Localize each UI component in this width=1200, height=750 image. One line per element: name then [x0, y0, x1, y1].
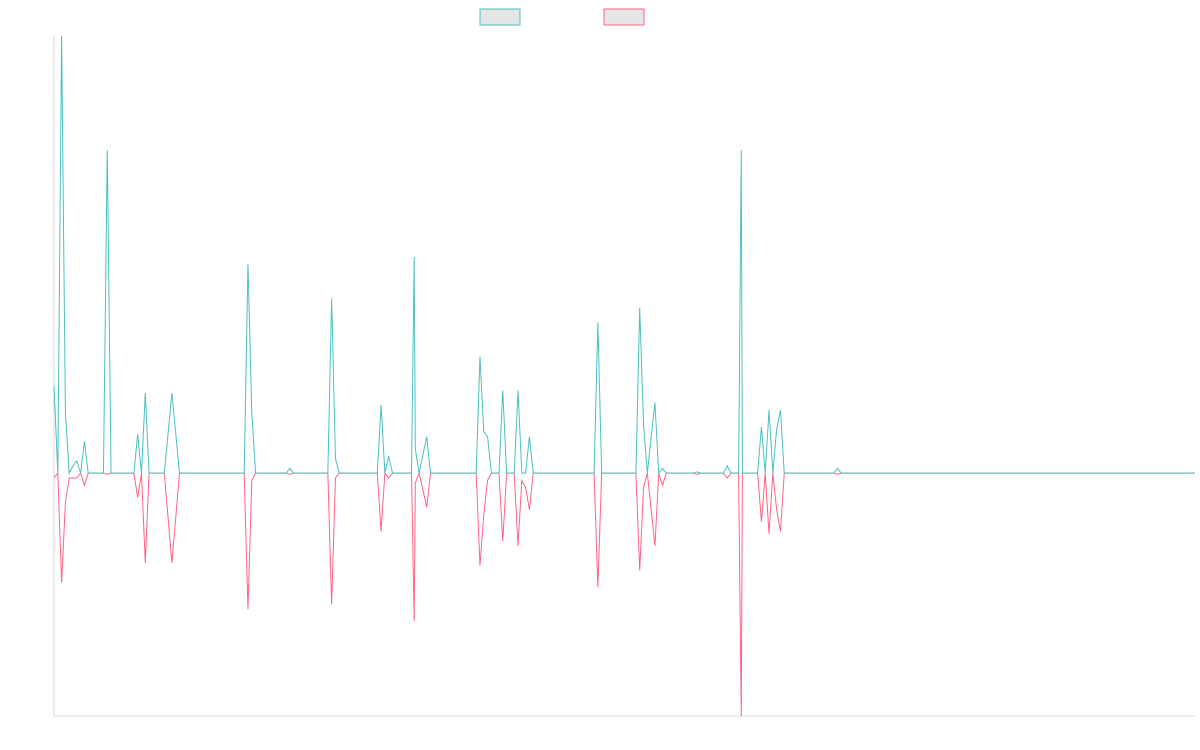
series-line-2 — [53, 471, 1195, 717]
legend-swatch-2[interactable] — [603, 8, 645, 26]
plot-area — [53, 35, 1195, 717]
axes — [53, 36, 1195, 717]
legend — [479, 8, 645, 26]
series-line-1 — [53, 35, 1195, 475]
legend-swatch-1[interactable] — [479, 8, 521, 26]
